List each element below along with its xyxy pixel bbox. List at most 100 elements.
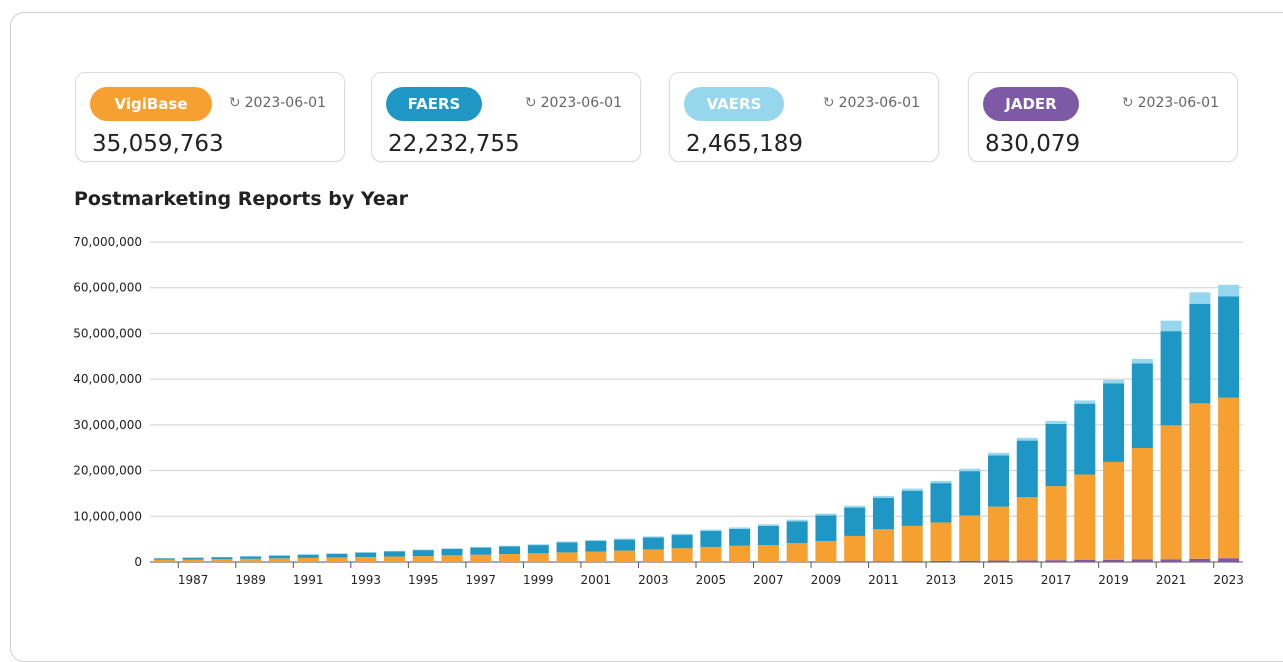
vigibase-card[interactable]: VigiBase ↻2023-06-01 35,059,763	[75, 72, 345, 162]
bar-vigibase-2013[interactable]	[930, 522, 951, 560]
bar-vigibase-1999[interactable]	[528, 553, 549, 562]
bar-vigibase-2002[interactable]	[614, 551, 635, 562]
bar-faers-1989[interactable]	[240, 557, 261, 559]
bar-vaers-2020[interactable]	[1132, 359, 1153, 364]
bar-vigibase-1995[interactable]	[413, 556, 434, 562]
bar-vigibase-2010[interactable]	[844, 536, 865, 562]
bar-vaers-2014[interactable]	[959, 469, 980, 471]
bar-vigibase-1987[interactable]	[183, 559, 204, 562]
bar-faers-2007[interactable]	[758, 526, 779, 545]
bar-faers-2009[interactable]	[815, 515, 836, 541]
bar-vigibase-1997[interactable]	[470, 555, 491, 562]
bar-faers-2010[interactable]	[844, 508, 865, 536]
bar-vaers-1998[interactable]	[499, 546, 520, 547]
bar-vigibase-1994[interactable]	[384, 557, 405, 562]
bar-faers-2014[interactable]	[959, 471, 980, 515]
bar-jader-2020[interactable]	[1132, 560, 1153, 562]
bar-faers-2021[interactable]	[1161, 331, 1182, 425]
bar-vaers-1995[interactable]	[413, 550, 434, 551]
bar-vigibase-2006[interactable]	[729, 546, 750, 562]
bar-vaers-1994[interactable]	[384, 551, 405, 552]
bar-jader-2015[interactable]	[988, 561, 1009, 562]
bar-vigibase-2020[interactable]	[1132, 448, 1153, 560]
bar-vaers-1997[interactable]	[470, 547, 491, 548]
bar-faers-2002[interactable]	[614, 540, 635, 551]
bar-vaers-1996[interactable]	[442, 548, 463, 549]
bar-faers-2008[interactable]	[787, 521, 808, 543]
bar-vigibase-2005[interactable]	[700, 547, 721, 562]
bar-faers-2013[interactable]	[930, 483, 951, 522]
bar-vigibase-1986[interactable]	[154, 560, 175, 562]
bar-vigibase-1996[interactable]	[442, 555, 463, 562]
bar-vaers-2023[interactable]	[1218, 285, 1239, 296]
bar-faers-1988[interactable]	[211, 557, 232, 559]
bar-vaers-2011[interactable]	[873, 496, 894, 498]
bar-vigibase-2019[interactable]	[1103, 462, 1124, 560]
bar-vigibase-1991[interactable]	[298, 558, 319, 562]
bar-faers-1999[interactable]	[528, 545, 549, 553]
faers-card[interactable]: FAERS ↻2023-06-01 22,232,755	[371, 72, 641, 162]
bar-faers-2015[interactable]	[988, 455, 1009, 506]
bar-faers-1998[interactable]	[499, 546, 520, 554]
bar-vigibase-2000[interactable]	[557, 552, 578, 562]
bar-vigibase-2008[interactable]	[787, 543, 808, 562]
bar-faers-2005[interactable]	[700, 531, 721, 547]
bar-vaers-2006[interactable]	[729, 527, 750, 528]
bar-faers-2017[interactable]	[1046, 424, 1067, 486]
bar-faers-2003[interactable]	[643, 538, 664, 550]
bar-vigibase-2018[interactable]	[1074, 475, 1095, 560]
bar-jader-2023[interactable]	[1218, 558, 1239, 562]
bar-faers-1991[interactable]	[298, 555, 319, 558]
bar-vaers-2005[interactable]	[700, 530, 721, 531]
bar-vigibase-2022[interactable]	[1189, 403, 1210, 558]
bar-jader-2021[interactable]	[1161, 559, 1182, 562]
jader-card[interactable]: JADER ↻2023-06-01 830,079	[968, 72, 1238, 162]
bar-vaers-2002[interactable]	[614, 539, 635, 540]
bar-vigibase-2009[interactable]	[815, 541, 836, 562]
bar-jader-2016[interactable]	[1017, 560, 1038, 562]
bar-jader-2018[interactable]	[1074, 560, 1095, 562]
bar-faers-1993[interactable]	[355, 553, 376, 557]
bar-vaers-2008[interactable]	[787, 520, 808, 522]
bar-vigibase-1992[interactable]	[326, 557, 347, 562]
bar-faers-1996[interactable]	[442, 549, 463, 555]
bar-jader-2013[interactable]	[930, 561, 951, 562]
bar-vaers-1999[interactable]	[528, 544, 549, 545]
bar-vigibase-2003[interactable]	[643, 549, 664, 562]
bar-vaers-2022[interactable]	[1189, 292, 1210, 303]
bar-vaers-2021[interactable]	[1161, 321, 1182, 332]
bar-vigibase-2021[interactable]	[1161, 425, 1182, 559]
bar-faers-1994[interactable]	[384, 551, 405, 556]
bar-faers-1992[interactable]	[326, 554, 347, 558]
bar-faers-2001[interactable]	[585, 541, 606, 552]
bar-vaers-2010[interactable]	[844, 506, 865, 508]
bar-vigibase-1993[interactable]	[355, 557, 376, 562]
bar-faers-2016[interactable]	[1017, 441, 1038, 498]
bar-vaers-1993[interactable]	[355, 552, 376, 553]
bar-vigibase-2001[interactable]	[585, 551, 606, 562]
bar-jader-2012[interactable]	[902, 561, 923, 562]
bar-vaers-2018[interactable]	[1074, 400, 1095, 403]
bar-vigibase-1988[interactable]	[211, 559, 232, 562]
bar-vaers-2003[interactable]	[643, 536, 664, 537]
bar-faers-2012[interactable]	[902, 491, 923, 526]
bar-faers-1987[interactable]	[183, 558, 204, 560]
vaers-card[interactable]: VAERS ↻2023-06-01 2,465,189	[669, 72, 939, 162]
bar-jader-2017[interactable]	[1046, 560, 1067, 562]
bar-faers-2023[interactable]	[1218, 296, 1239, 397]
bar-vigibase-2007[interactable]	[758, 545, 779, 562]
bar-vaers-2016[interactable]	[1017, 438, 1038, 441]
bar-vaers-2013[interactable]	[930, 481, 951, 483]
bar-vaers-2001[interactable]	[585, 540, 606, 541]
bar-faers-1990[interactable]	[269, 556, 290, 559]
bar-vaers-2012[interactable]	[902, 489, 923, 491]
bar-vaers-2015[interactable]	[988, 453, 1009, 456]
bar-vigibase-1990[interactable]	[269, 558, 290, 562]
bar-faers-1997[interactable]	[470, 548, 491, 555]
bar-jader-2011[interactable]	[873, 561, 894, 562]
bar-jader-2019[interactable]	[1103, 560, 1124, 562]
bar-jader-2022[interactable]	[1189, 559, 1210, 562]
bar-vigibase-1989[interactable]	[240, 559, 261, 562]
bar-faers-1986[interactable]	[154, 558, 175, 559]
bar-vigibase-2004[interactable]	[672, 548, 693, 562]
